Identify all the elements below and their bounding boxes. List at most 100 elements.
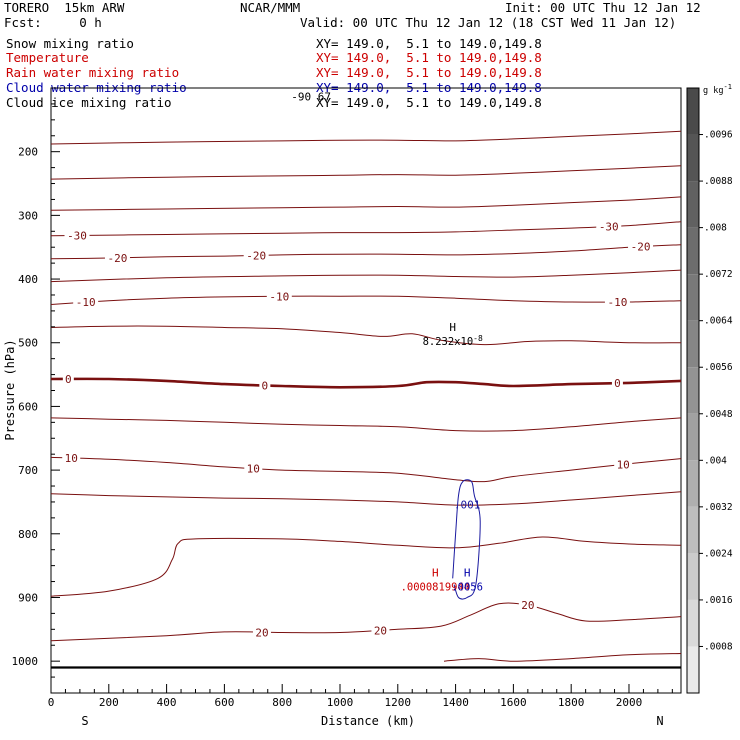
colorbar-tick-label: .0056 [704,362,733,373]
contour-label-0: 0 [65,373,72,386]
x-tick-label: 2000 [616,696,643,709]
colorbar-tick-label: .0008 [704,641,733,652]
colorbar-tick-label: .0096 [704,130,733,141]
temperature-contour-line [50,165,682,180]
temperature-contour-line--30 [50,221,682,237]
colorbar-segment [687,227,699,275]
y-tick-label: 800 [18,528,38,541]
x-tick-label: 1000 [327,696,354,709]
y-tick-label: 500 [18,337,38,350]
y-tick-label: 900 [18,591,38,604]
field-name-cloud-ice: Cloud ice mixing ratio [6,95,172,110]
contour-label-bg [614,458,633,471]
colorbar-tick-label: .008 [704,223,727,234]
field-range-cloud-ice: XY= 149.0, 5.1 to 149.0,149.8 [316,95,542,110]
contour-label-bg [518,599,537,612]
contour-label--10: -10 [269,290,289,303]
temperature-contour-line-20 [50,602,682,642]
header-valid: Valid: 00 UTC Thu 12 Jan 12 (18 CST Wed … [300,15,677,30]
x-tick-label: 400 [157,696,177,709]
colorbar-tick-label: .0064 [704,316,733,327]
contour-label-bg [604,295,630,308]
high-marker: H [449,321,456,334]
contour-label-bg [259,379,271,392]
colorbar-segment [687,134,699,182]
colorbar-tick-label: .0088 [704,176,733,187]
colorbar-tick-label: .0016 [704,595,733,606]
colorbar-tick-label: .004 [704,455,727,466]
header-fcst: Fcst: 0 h [4,15,102,30]
colorbar-segment [687,506,699,554]
contour-label-0: 0 [262,379,269,392]
x-tick-label: 1800 [558,696,585,709]
y-tick-label: 200 [18,146,38,159]
temperature-contour-line [50,536,682,597]
colorbar-frame [686,87,700,694]
field-range-snow: XY= 149.0, 5.1 to 149.0,149.8 [316,36,542,51]
y-tick-label: 700 [18,464,38,477]
x-tick-label: 1200 [385,696,412,709]
plot-frame [50,87,682,694]
colorbar: .0096 .0088 .008 .0072 .0064 .0056 .0048 .004 .0… [686,83,733,694]
colorbar-segment [687,646,699,693]
colorbar-unit-exponent: -1 [723,83,731,91]
x-tick-label: 1600 [500,696,527,709]
x-tick-label: 200 [99,696,119,709]
y-tick-label: 300 [18,209,38,222]
field-range-temperature: XY= 149.0, 5.1 to 149.0,149.8 [316,50,542,65]
y-axis-label: Pressure (hPa) [3,339,17,440]
temperature-contour-line [50,325,682,346]
y-tick-label: 400 [18,273,38,286]
contour-label-bg [73,296,99,309]
contour-label--10: -10 [76,296,96,309]
temperature-contour-line [443,653,682,662]
y-tick-label: 600 [18,400,38,413]
contour-label--20: -20 [631,241,651,254]
contour-layer: -30 -30 -20 -20 -20 -10 -10 -10 0 0 0 10 10 10 20 20 20.… [50,130,682,669]
contour-label-bg [628,240,654,253]
contour-label--20: -20 [246,249,266,262]
colorbar-segment [687,599,699,647]
field-name-rain: Rain water mixing ratio [6,65,180,80]
contour-label-bg [266,290,292,303]
contour-label--30: -30 [67,229,87,242]
colorbar-segment [687,88,699,135]
x-tick-label: 800 [272,696,292,709]
axes-layer: 0 200 400 600 800 1000 1200 1400 1600 1800 2000200… [12,87,673,709]
field-name-temperature: Temperature [6,50,89,65]
y-tick-label: 1000 [12,655,39,668]
contour-label-bg [243,249,269,262]
contour-annotation: -90 67 [291,90,331,103]
field-range-rain: XY= 149.0, 5.1 to 149.0,149.8 [316,65,542,80]
temperature-contour-line [50,130,682,145]
contour-label-10: 10 [65,452,78,465]
cloud-water-contour [452,479,481,600]
contour-label-10: 10 [247,463,260,476]
temperature-contour-line--10 [50,295,682,305]
high-marker-exponent: -8 [473,334,483,343]
x-axis-label: Distance (km) [321,714,415,728]
contour-label-bg [244,462,263,475]
x-end-label-north: N [656,714,663,728]
contour-label-bg [64,229,90,242]
field-name-snow: Snow mixing ratio [6,36,134,51]
colorbar-segment [687,274,699,321]
colorbar-segment [687,367,699,414]
contour-label-20: 20 [374,624,387,637]
contour-label-10: 10 [617,458,630,471]
colorbar-segment [687,181,699,228]
contour-label-bg [596,220,622,233]
high-marker: H [464,566,471,579]
x-tick-label: 0 [48,696,55,709]
contour-label-bg [62,452,81,465]
temperature-contour-line [50,491,682,506]
temperature-contour-line [50,196,682,211]
high-marker-value: .0000819944 [401,581,471,593]
contour-label-bg [611,377,623,390]
colorbar-segment [687,553,699,600]
high-marker-value: 8.232x10-8 [423,334,483,348]
x-tick-label: 1400 [442,696,469,709]
contour-label-0: 0 [614,377,621,390]
